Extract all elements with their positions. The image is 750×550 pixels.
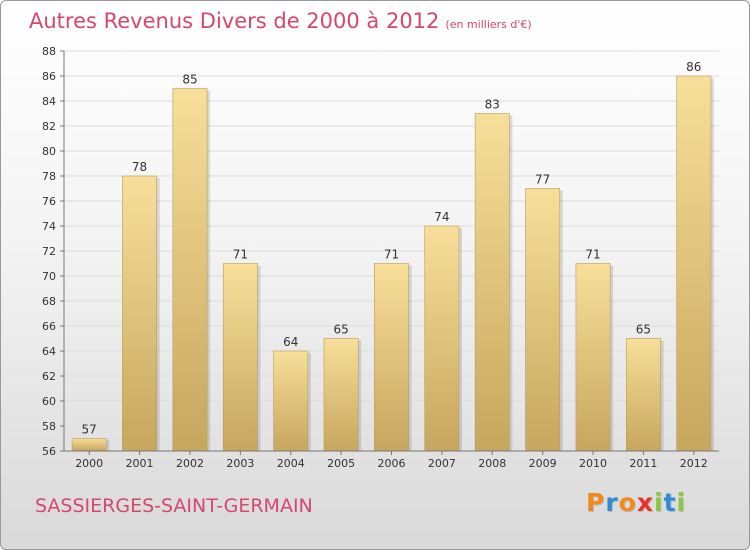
axes (60, 50, 719, 455)
y-tick-label: 68 (42, 295, 56, 308)
bar (625, 338, 661, 452)
logo-letter: r (605, 488, 619, 517)
bar (424, 225, 460, 452)
labels: 56 58 60 62 64 66 68 70 72 74 76 78 80 82 84 86 88 57 2000… (42, 45, 708, 470)
y-tick-label: 84 (42, 95, 56, 108)
y-tick-label: 70 (42, 270, 56, 283)
bar-value-label: 64 (283, 335, 298, 349)
logo-letter: i (676, 488, 687, 517)
bar-value-label: 74 (434, 210, 449, 224)
bar (122, 175, 158, 452)
bar-value-label: 85 (182, 73, 197, 87)
x-tick-label: 2001 (126, 457, 154, 470)
bar-value-label: 78 (132, 160, 147, 174)
bar-value-label: 71 (384, 248, 399, 262)
y-tick-label: 56 (42, 445, 56, 458)
bar-value-label: 57 (82, 423, 97, 437)
y-tick-label: 74 (42, 220, 56, 233)
y-tick-label: 64 (42, 345, 56, 358)
bar-value-label: 77 (535, 173, 550, 187)
x-tick-label: 2000 (75, 457, 103, 470)
x-tick-label: 2010 (579, 457, 607, 470)
chart-title: Autres Revenus Divers de 2000 à 2012 (en … (29, 9, 532, 33)
x-tick-label: 2002 (176, 457, 204, 470)
bar (273, 350, 309, 452)
chart-subtitle: (en milliers d'€) (445, 18, 532, 31)
y-tick-label: 80 (42, 145, 56, 158)
y-tick-label: 58 (42, 420, 56, 433)
y-tick-label: 82 (42, 120, 56, 133)
logo-letter: P (586, 488, 606, 517)
bar (676, 75, 712, 452)
bar (374, 263, 409, 452)
y-tick-label: 78 (42, 170, 56, 183)
x-tick-label: 2011 (629, 457, 657, 470)
x-tick-label: 2007 (428, 457, 456, 470)
y-tick-label: 88 (42, 45, 56, 58)
y-tick-label: 62 (42, 370, 56, 383)
x-tick-label: 2003 (226, 457, 254, 470)
bar (71, 438, 107, 452)
proxiti-logo: Proxiti (586, 488, 686, 517)
x-tick-label: 2006 (378, 457, 406, 470)
place-name: SASSIERGES-SAINT-GERMAIN (35, 495, 313, 517)
bar-value-label: 65 (333, 323, 348, 337)
bar (575, 263, 611, 452)
x-tick-label: 2008 (478, 457, 506, 470)
logo-letter: x (636, 488, 654, 517)
x-tick-label: 2012 (680, 457, 708, 470)
y-tick-label: 76 (42, 195, 56, 208)
bar-value-label: 83 (485, 98, 500, 112)
bar-value-label: 86 (686, 60, 701, 74)
bar (323, 338, 359, 452)
bar (222, 263, 258, 452)
bar-value-label: 71 (585, 248, 600, 262)
y-tick-label: 66 (42, 320, 56, 333)
x-tick-label: 2004 (277, 457, 305, 470)
x-tick-label: 2005 (327, 457, 355, 470)
y-tick-label: 72 (42, 245, 56, 258)
logo-letter: t (663, 488, 677, 517)
title-text: Autres Revenus Divers de 2000 à 2012 (29, 9, 440, 33)
bar-value-label: 71 (233, 248, 248, 262)
logo-letter: i (654, 488, 664, 517)
x-tick-label: 2009 (529, 457, 557, 470)
y-tick-label: 60 (42, 395, 56, 408)
bar (474, 113, 510, 452)
bar (172, 88, 208, 452)
logo-letter: o (618, 488, 637, 517)
bar-value-label: 65 (636, 323, 651, 337)
y-tick-label: 86 (42, 70, 56, 83)
bars (71, 75, 714, 452)
bar (525, 188, 561, 452)
